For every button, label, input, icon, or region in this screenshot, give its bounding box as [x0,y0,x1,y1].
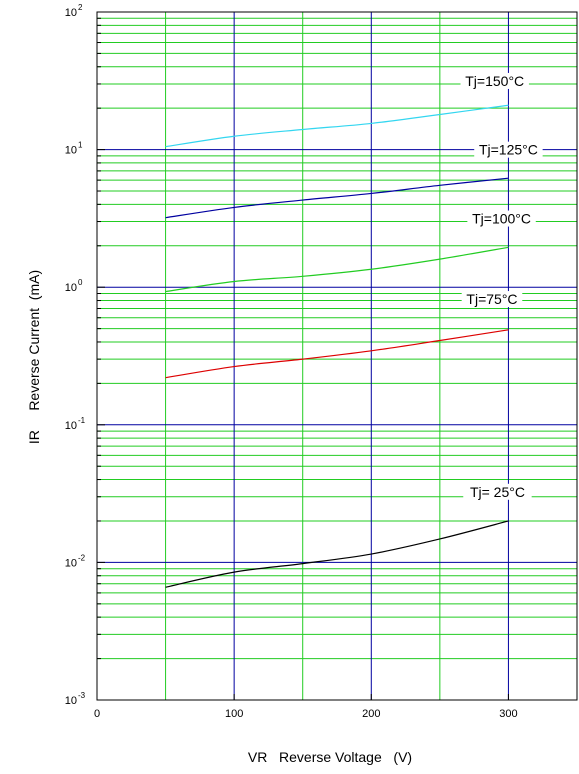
x-axis-label: VR Reverse Voltage (V) [248,749,412,765]
y-tick-label: 10 [65,145,77,157]
series-lines [165,104,509,588]
y-tick-label: 10 [65,420,77,432]
series-label: Tj=125°C [479,142,538,158]
series-label-bg [463,483,532,500]
y-axis-label: IR Reverse Current (mA) [26,270,42,444]
series-line [165,329,509,379]
plot-border [96,11,578,701]
series-label-bg [474,141,543,158]
y-tick-exponent: -3 [78,691,86,700]
series-label: Tj= 25°C [470,484,525,500]
series-labels: Tj=150°C Tj=125°C Tj=100°C Tj=75°C Tj= 25°C [460,72,543,500]
y-tick-exponent: -1 [78,416,86,425]
x-tick-label: 0 [94,708,100,720]
plot-frame [96,11,578,701]
grid [97,12,577,700]
y-tick-label: 10 [65,557,77,569]
series-line [165,520,509,588]
series-label-bg [467,210,536,227]
y-tick-exponent: 1 [78,141,83,150]
series-line [165,177,509,219]
y-tick-label: 10 [65,282,77,294]
series-line [165,246,509,293]
x-tick-label: 200 [362,708,380,720]
series-line [165,104,509,148]
series-label: Tj=75°C [466,291,517,307]
y-tick-exponent: 0 [78,278,83,287]
series-label-bg [461,291,523,308]
x-tick-label: 300 [499,708,517,720]
x-tick-label: 100 [225,708,243,720]
y-tick-exponent: 2 [78,3,83,12]
series-label-bg [460,72,529,89]
y-tick-label: 10 [65,7,77,19]
series-label: Tj=150°C [465,73,524,89]
series-label: Tj=100°C [472,211,531,227]
y-tick-label: 10 [65,695,77,707]
y-tick-exponent: -2 [78,553,86,562]
